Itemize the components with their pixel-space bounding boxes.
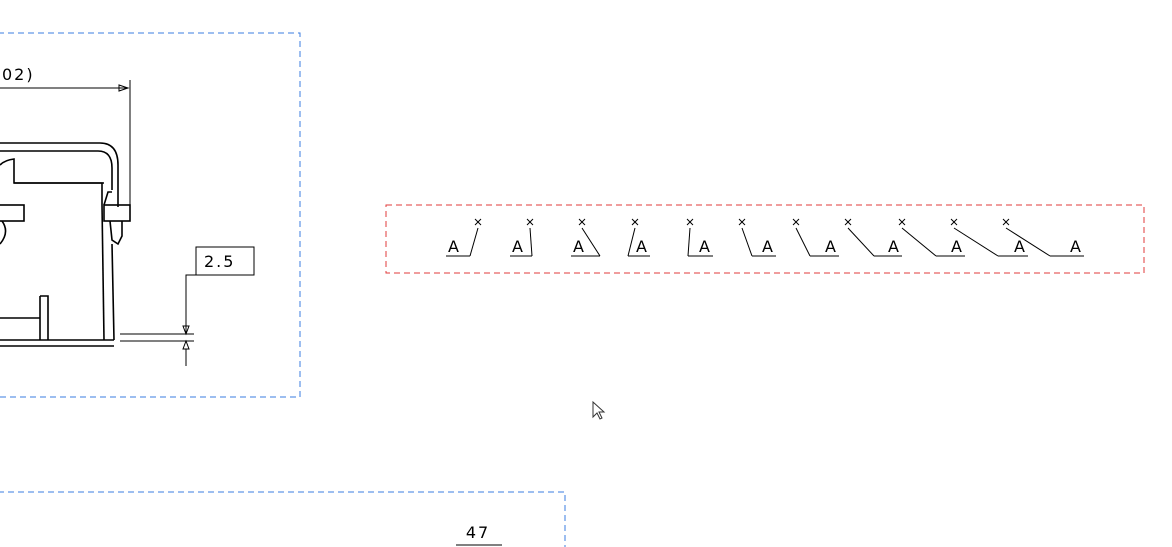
leader-annotation[interactable]: A [898, 218, 965, 257]
leader-label: A [699, 237, 710, 256]
leader-label: A [1070, 237, 1081, 256]
top-dimension-text: 02) [2, 65, 35, 84]
view-frame-bottom[interactable] [0, 491, 566, 547]
leader-annotation[interactable]: A [446, 218, 482, 257]
leader-annotation[interactable]: A [738, 218, 776, 257]
step-dimension[interactable]: 2.5 [120, 246, 255, 366]
selection-frame[interactable] [385, 204, 1145, 274]
leader-label: A [636, 237, 647, 256]
leader-annotation[interactable]: A [686, 218, 713, 257]
leader-label: A [1014, 237, 1025, 256]
top-dimension[interactable]: 02) [0, 65, 131, 205]
leader-annotation[interactable]: A [627, 218, 650, 257]
bottom-dimension-text: 47 [466, 523, 490, 542]
leader-annotation[interactable]: A [792, 218, 839, 257]
step-dimension-text: 2.5 [204, 252, 235, 271]
leader-label: A [512, 237, 523, 256]
leader-label: A [573, 237, 584, 256]
leader-label: A [951, 237, 962, 256]
step-dimension-box [195, 246, 255, 276]
leader-label: A [825, 237, 836, 256]
leader-label: A [448, 237, 459, 256]
leader-label: A [762, 237, 773, 256]
leader-annotation[interactable]: A [571, 218, 601, 257]
leader-label: A [888, 237, 899, 256]
bottom-dimension[interactable]: 47 [456, 523, 502, 546]
view-frame-left[interactable] [0, 32, 301, 398]
part-geometry [0, 142, 131, 347]
leader-annotation[interactable]: A [1002, 218, 1084, 257]
leader-annotation[interactable]: A [510, 218, 534, 257]
mouse-cursor-icon [592, 400, 606, 420]
leader-annotation[interactable]: A [950, 218, 1028, 257]
leader-annotation[interactable]: A [844, 218, 902, 257]
